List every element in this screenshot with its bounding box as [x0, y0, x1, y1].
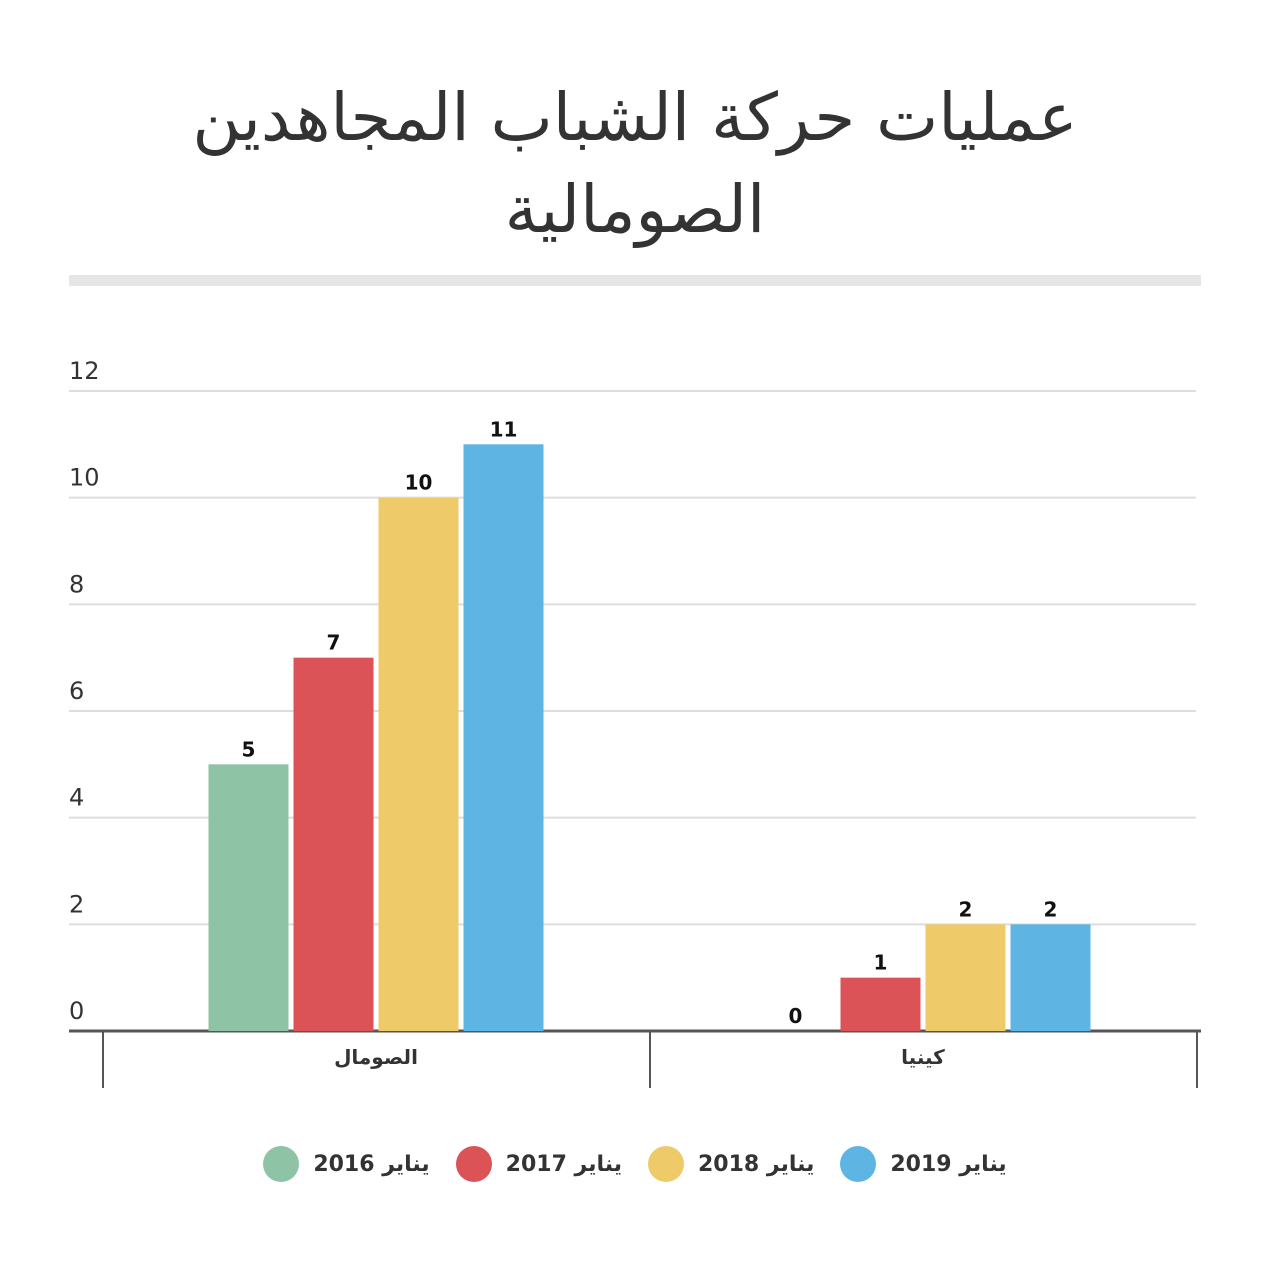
y-tick-label: 12	[69, 357, 100, 385]
legend-item: يناير 2018	[648, 1146, 814, 1182]
y-tick-label: 2	[69, 890, 84, 918]
bar	[463, 444, 544, 1031]
y-tick-label: 0	[69, 997, 84, 1025]
data-label: 1	[874, 951, 888, 975]
bar	[208, 764, 289, 1031]
legend-label: يناير 2016	[313, 1151, 430, 1177]
y-tick-label: 4	[69, 784, 84, 812]
data-label: 2	[959, 897, 973, 921]
bar	[293, 657, 374, 1031]
legend-item: يناير 2016	[263, 1146, 430, 1182]
legend-swatch	[455, 1146, 492, 1182]
data-label: 5	[242, 737, 256, 761]
chart-title: عمليات حركة الشباب المجاهدين الصومالية	[0, 72, 1270, 256]
data-label: 2	[1044, 897, 1058, 921]
legend-label: يناير 2017	[505, 1151, 622, 1177]
x-category-label: كينيا	[901, 1045, 945, 1069]
y-tick-label: 8	[69, 570, 84, 598]
bar	[925, 924, 1006, 1031]
chart-legend: يناير 2016 يناير 2017 يناير 2018 يناير 2019	[0, 1142, 1270, 1186]
bar	[1010, 924, 1091, 1031]
data-label: 10	[405, 471, 433, 495]
chart-title-line1: عمليات حركة الشباب المجاهدين	[192, 79, 1078, 156]
legend-swatch	[648, 1146, 684, 1182]
title-divider	[69, 275, 1201, 286]
y-tick-label: 10	[69, 464, 100, 492]
y-tick-label: 6	[69, 677, 84, 705]
data-label: 0	[789, 1004, 803, 1028]
legend-swatch	[840, 1146, 877, 1182]
chart-title-line2: الصومالية	[504, 171, 766, 248]
legend-item: يناير 2019	[840, 1146, 1007, 1182]
data-label: 7	[327, 631, 341, 655]
legend-label: يناير 2018	[698, 1151, 815, 1177]
bar	[840, 977, 921, 1031]
x-category-label: الصومال	[334, 1045, 418, 1069]
legend-swatch	[263, 1146, 300, 1182]
data-label: 11	[490, 417, 518, 441]
bar	[378, 497, 459, 1032]
legend-item: يناير 2017	[455, 1146, 622, 1182]
legend-label: يناير 2019	[890, 1151, 1007, 1177]
